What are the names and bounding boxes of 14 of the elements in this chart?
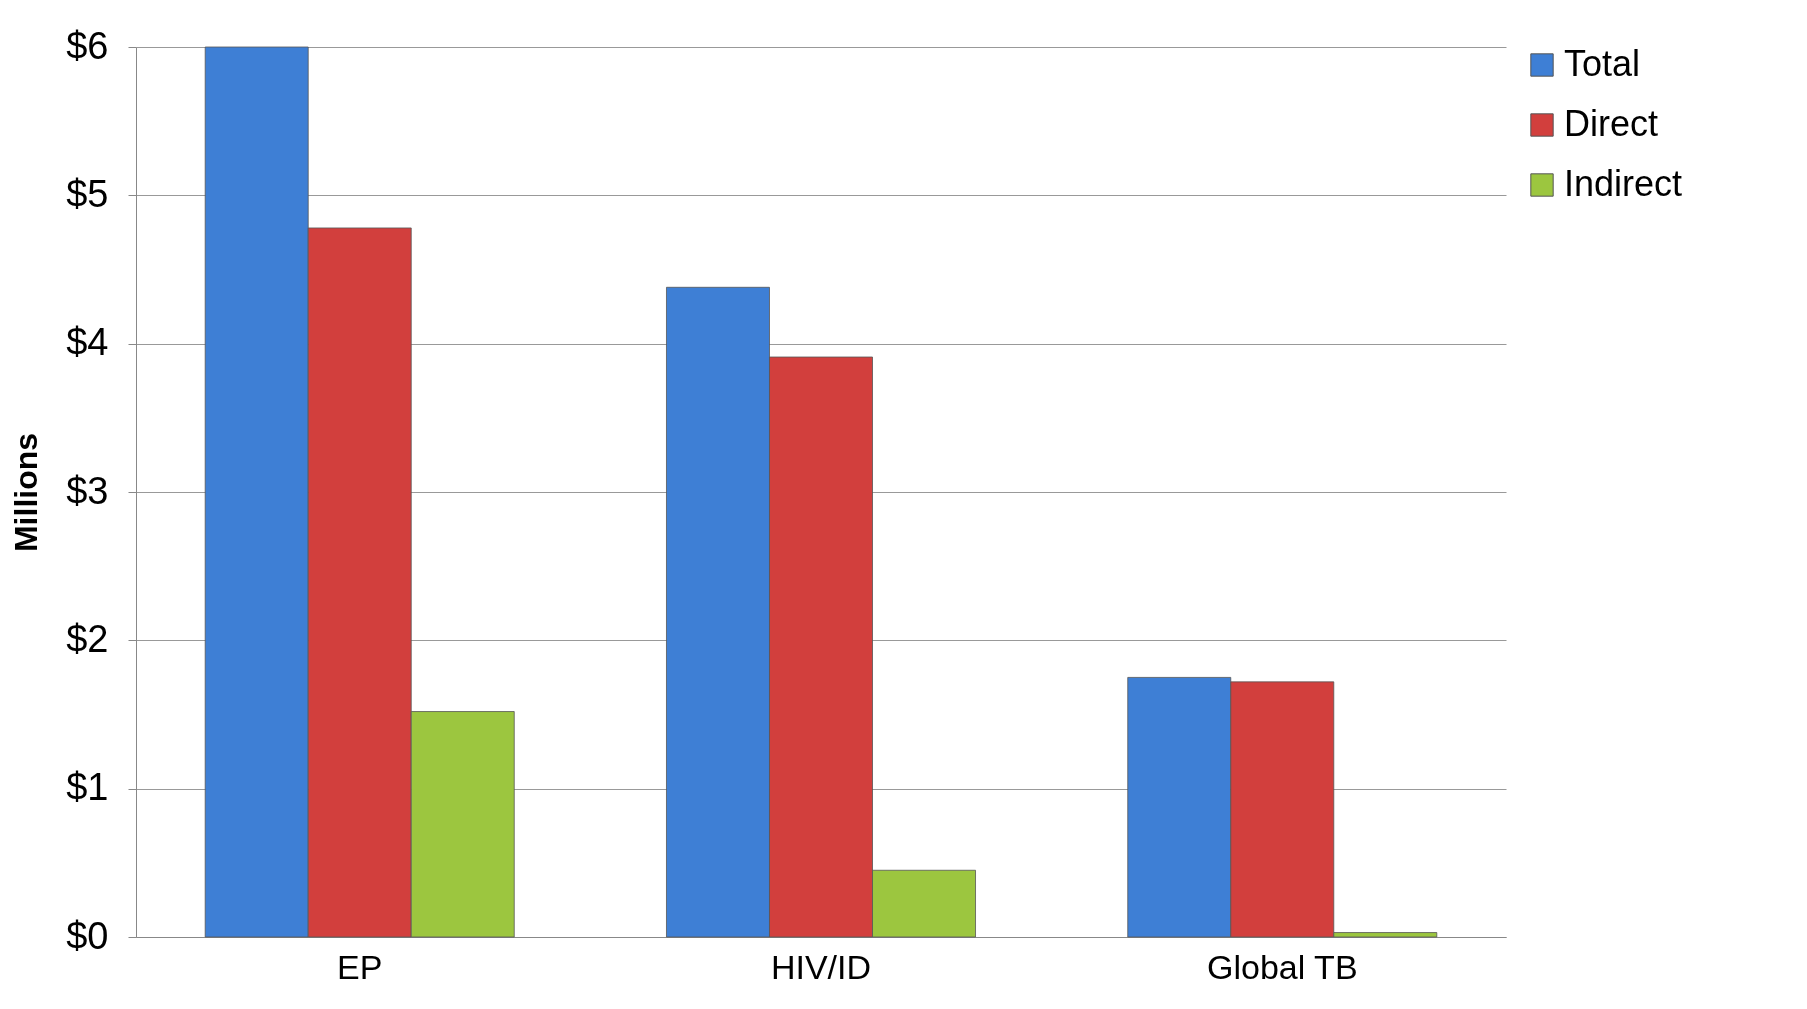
x-tick-label: EP xyxy=(337,947,383,986)
y-tick-label: $3 xyxy=(66,469,109,512)
y-tick-label: $1 xyxy=(66,766,109,809)
legend-label: Total xyxy=(1564,43,1641,84)
legend-label: Direct xyxy=(1564,103,1659,144)
legend-label: Indirect xyxy=(1564,163,1683,204)
y-tick-label: $5 xyxy=(66,172,109,215)
y-tick-label: $0 xyxy=(66,914,109,957)
x-tick-label: HIV/ID xyxy=(770,947,872,986)
y-axis-title: Millions xyxy=(8,432,45,553)
y-tick-label: $2 xyxy=(66,617,109,660)
y-tick-label: $6 xyxy=(66,24,109,67)
y-tick-label: $4 xyxy=(66,321,109,364)
x-tick-label: Global TB xyxy=(1207,947,1358,986)
